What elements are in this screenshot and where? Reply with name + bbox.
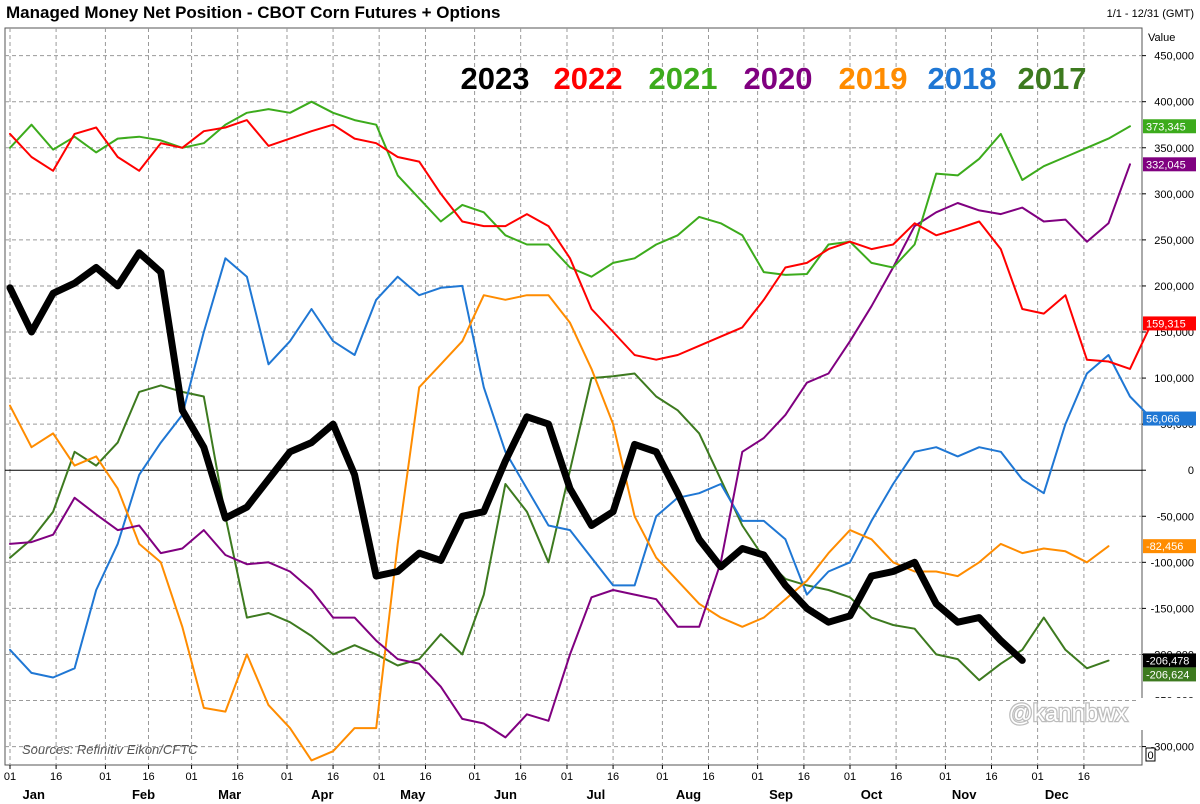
month-label: Sep xyxy=(769,787,793,802)
series-line-2023 xyxy=(6,249,1026,664)
x-tick-label: 01 xyxy=(561,771,573,783)
x-tick-label: 16 xyxy=(419,771,431,783)
legend-item-2023: 2023 xyxy=(461,61,530,96)
month-label: Jan xyxy=(22,787,44,802)
y-tick-label: 400,000 xyxy=(1154,97,1194,109)
grid-lines xyxy=(5,28,1142,765)
x-tick-label: 01 xyxy=(1031,771,1043,783)
x-tick-label: 01 xyxy=(281,771,293,783)
x-tick-label: 01 xyxy=(844,771,856,783)
month-label: Aug xyxy=(676,787,701,802)
last-value-badge-2017 xyxy=(1143,667,1196,682)
y-tick-label: 300,000 xyxy=(1154,189,1194,201)
legend-item-2020: 2020 xyxy=(744,61,813,96)
series-line-2021 xyxy=(9,100,1131,278)
x-tick-label: 01 xyxy=(373,771,385,783)
watermark-backdrop xyxy=(1138,698,1200,730)
y-axis-ticks: 450,000 400,000 350,000 300,000 250,000 200,0… xyxy=(1142,51,1194,754)
y-tick-label: 350,000 xyxy=(1154,143,1194,155)
legend-item-2018: 2018 xyxy=(928,61,997,96)
x-tick-label: 01 xyxy=(751,771,763,783)
y-tick-label: 450,000 xyxy=(1154,51,1194,63)
x-tick-label: 16 xyxy=(142,771,154,783)
last-value-badge-2022 xyxy=(1143,316,1196,331)
y-tick-label: -300,000 xyxy=(1151,742,1194,754)
x-axis-months: Jan Feb Mar Apr May Jun Jul Aug Sep Oct Nov Dec xyxy=(22,787,1068,802)
watermark: @kannbwx xyxy=(1008,700,1127,727)
y-tick-label: -150,000 xyxy=(1151,603,1194,615)
month-label: Nov xyxy=(952,787,977,802)
x-tick-label: 16 xyxy=(607,771,619,783)
y-tick-label: 200,000 xyxy=(1154,281,1194,293)
y-tick-label: -50,000 xyxy=(1157,511,1194,523)
last-value-label-2020: 332,045 xyxy=(1146,159,1186,171)
x-tick-label: 16 xyxy=(327,771,339,783)
x-tick-label: 16 xyxy=(985,771,997,783)
y-tick-label: -100,000 xyxy=(1151,557,1194,569)
y-tick-label: 0 xyxy=(1188,465,1194,477)
plot-frame xyxy=(4,27,1143,766)
month-label: May xyxy=(400,787,426,802)
series-line-2019 xyxy=(9,294,1110,762)
x-tick-label: 01 xyxy=(656,771,668,783)
series-line-2018 xyxy=(9,257,1153,679)
x-tick-label: 16 xyxy=(890,771,902,783)
last-value-badge-2018 xyxy=(1143,411,1196,426)
month-label: Jun xyxy=(494,787,517,802)
month-label: Oct xyxy=(861,787,883,802)
series-line-2017 xyxy=(9,372,1110,682)
last-value-label-2022: 159,315 xyxy=(1146,318,1186,330)
month-label: Feb xyxy=(132,787,155,802)
series-line-2022 xyxy=(9,119,1153,370)
month-label: Mar xyxy=(218,787,241,802)
legend-item-2019: 2019 xyxy=(839,61,908,96)
legend-item-2022: 2022 xyxy=(554,61,623,96)
corner-mark xyxy=(1145,747,1156,762)
last-value-badge-2021 xyxy=(1143,119,1196,134)
x-tick-label: 16 xyxy=(798,771,810,783)
x-tick-label: 16 xyxy=(515,771,527,783)
corner-mark-label: 0 xyxy=(1147,750,1153,762)
last-value-label-2017: -206,624 xyxy=(1146,669,1189,681)
x-tick-label: 16 xyxy=(50,771,62,783)
x-tick-label: 16 xyxy=(702,771,714,783)
month-label: Apr xyxy=(311,787,333,802)
month-label: Dec xyxy=(1045,787,1069,802)
last-value-badge-2020 xyxy=(1143,157,1196,172)
legend: 2023 2022 2021 2020 2019 2018 2017 xyxy=(461,61,1087,96)
series-lines xyxy=(6,100,1153,762)
last-value-badges: 373,345 332,045 159,315 56,066 -82,456 -206,4… xyxy=(1143,119,1196,682)
last-value-badge-2019 xyxy=(1143,539,1196,554)
x-tick-label: 16 xyxy=(1078,771,1090,783)
last-value-label-2019: -82,456 xyxy=(1146,541,1183,553)
legend-item-2021: 2021 xyxy=(649,61,718,96)
x-tick-label: 01 xyxy=(468,771,480,783)
chart-title: Managed Money Net Position - CBOT Corn F… xyxy=(6,3,501,22)
last-value-label-2018: 56,066 xyxy=(1146,414,1180,426)
y-tick-label: 100,000 xyxy=(1154,373,1194,385)
y-tick-label: 250,000 xyxy=(1154,235,1194,247)
x-tick-label: 16 xyxy=(232,771,244,783)
x-axis-ticks: 01 16 01 16 01 16 01 16 01 16 01 16 01 16 01 16 01 16 01 16… xyxy=(4,765,1090,783)
last-value-badge-2023 xyxy=(1143,653,1196,668)
x-tick-label: 01 xyxy=(185,771,197,783)
y-axis-label: Value xyxy=(1148,32,1175,44)
source-note: Sources: Refinitiv Eikon/CFTC xyxy=(22,742,198,757)
date-range: 1/1 - 12/31 (GMT) xyxy=(1106,8,1194,20)
last-value-label-2023: -206,478 xyxy=(1146,655,1189,667)
last-value-label-2021: 373,345 xyxy=(1146,121,1186,133)
x-tick-label: 01 xyxy=(4,771,16,783)
legend-item-2017: 2017 xyxy=(1018,61,1087,96)
x-tick-label: 01 xyxy=(939,771,951,783)
x-tick-label: 01 xyxy=(99,771,111,783)
series-line-2020 xyxy=(9,163,1131,739)
month-label: Jul xyxy=(586,787,605,802)
